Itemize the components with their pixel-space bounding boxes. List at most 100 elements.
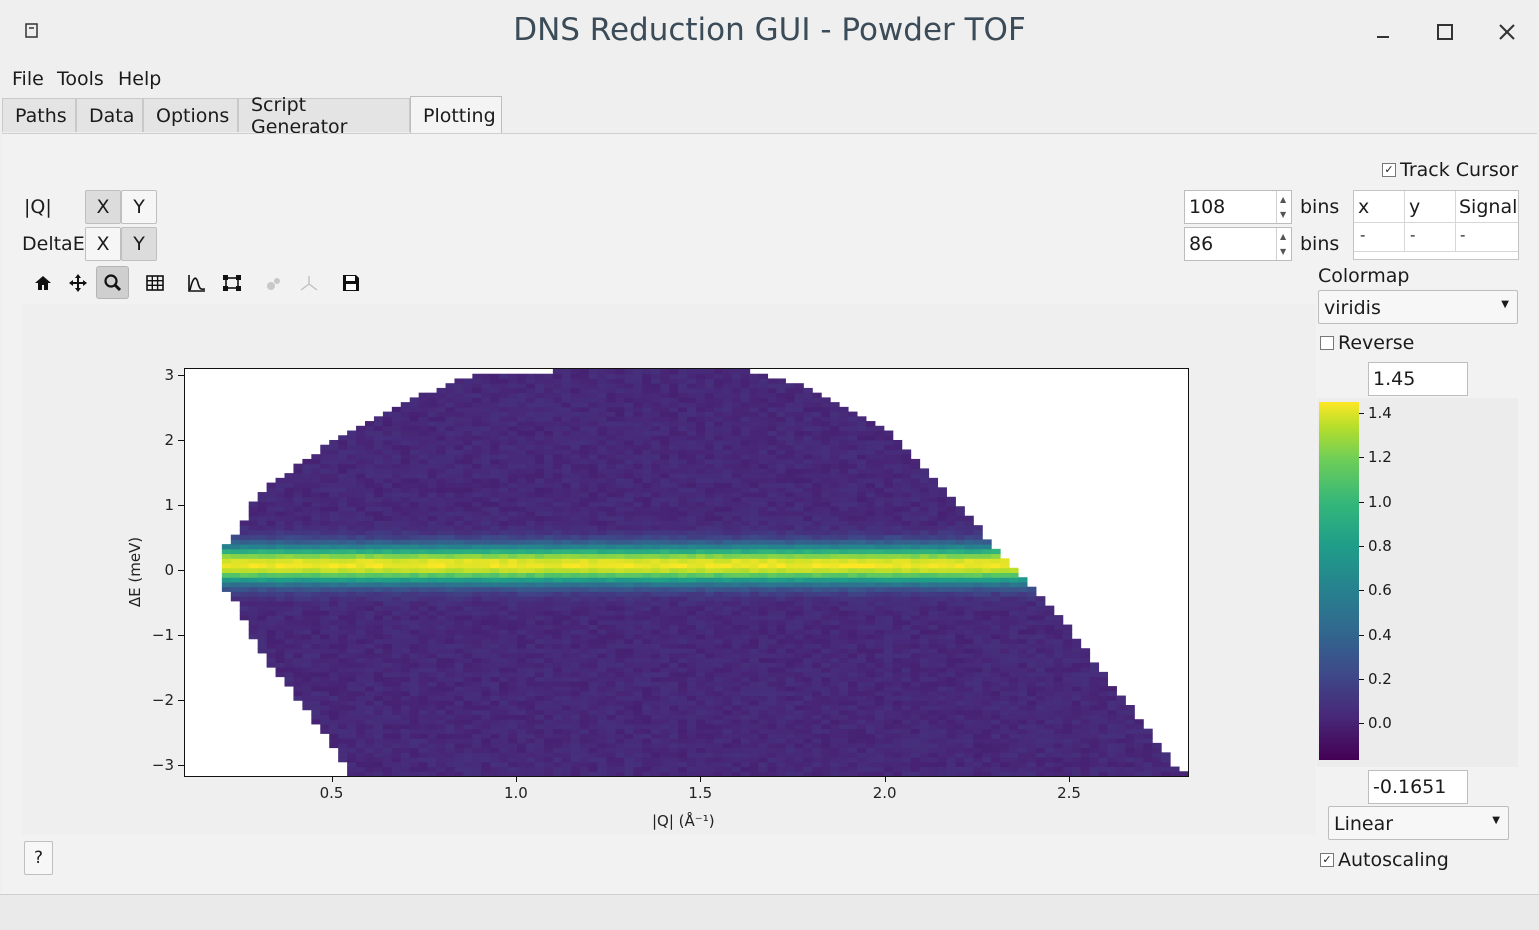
heatmap-cell	[293, 600, 303, 607]
heatmap-cell	[391, 676, 402, 682]
save-icon[interactable]	[336, 268, 366, 298]
menu-file[interactable]: File	[12, 68, 44, 90]
heatmap-cell	[526, 738, 536, 744]
menu-help[interactable]: Help	[118, 68, 162, 90]
heatmap-cell	[320, 700, 330, 706]
heatmap-cell	[588, 402, 599, 408]
heatmap-cell	[552, 425, 563, 432]
cursor-header-x: x	[1358, 196, 1370, 218]
tab-data[interactable]: Data	[76, 98, 143, 132]
grid-icon[interactable]	[140, 268, 170, 298]
minimize-icon[interactable]	[1367, 16, 1399, 48]
q-bins-spinbox[interactable]: 108 ▲ ▼	[1184, 190, 1292, 224]
q-x-button[interactable]: X	[85, 190, 121, 224]
heatmap-cell	[534, 458, 545, 465]
heatmap-cell	[436, 771, 447, 776]
heatmap-cell	[588, 534, 599, 540]
heatmap-cell	[543, 728, 554, 734]
heatmap-cell	[275, 605, 285, 611]
heatmap-cell	[713, 648, 724, 654]
heatmap-cell	[230, 534, 241, 540]
maximize-icon[interactable]	[1429, 16, 1461, 48]
heatmap-cell	[794, 695, 804, 701]
heatmap-cell	[293, 529, 303, 536]
heatmap-cell	[382, 733, 393, 739]
heatmap-cell	[311, 662, 321, 668]
zoom-icon[interactable]	[96, 266, 129, 299]
fit-icon[interactable]	[217, 268, 247, 298]
heatmap-cell	[633, 548, 643, 555]
heatmap-cell	[695, 397, 706, 403]
heatmap-cell	[678, 487, 688, 493]
heatmap-cell	[338, 695, 348, 701]
heatmap-cell	[606, 709, 616, 715]
heatmap-cell	[678, 662, 688, 668]
deltae-y-button[interactable]: Y	[121, 227, 157, 261]
heatmap-cell	[373, 444, 384, 450]
heatmap-cell	[704, 638, 715, 644]
heatmap-cell	[695, 695, 706, 701]
heatmap-cell	[499, 738, 509, 744]
heatmap-cell	[785, 652, 795, 659]
heatmap-cell	[275, 652, 285, 659]
heatmap-cell	[588, 733, 599, 739]
heatmap-cell	[347, 709, 357, 715]
heatmap-cell	[713, 473, 724, 479]
app-menu-icon[interactable]	[24, 22, 40, 40]
menu-tools[interactable]: Tools	[57, 68, 104, 90]
heatmap-cell	[365, 652, 375, 659]
heatmap-axes[interactable]	[184, 368, 1189, 777]
heatmap-cell	[687, 757, 697, 763]
heatmap-cell	[543, 662, 554, 668]
heatmap-cell	[534, 581, 545, 588]
tab-plotting[interactable]: Plotting	[410, 96, 502, 134]
heatmap-cell	[651, 510, 661, 517]
heatmap-cell	[785, 439, 795, 446]
heatmap-cell	[481, 458, 491, 465]
deltae-bins-spinbox[interactable]: 86 ▲ ▼	[1184, 227, 1292, 261]
heatmap-cell	[526, 421, 536, 427]
heatmap-cell	[660, 657, 670, 663]
heatmap-cell	[803, 387, 813, 394]
heatmap-cell	[561, 747, 572, 753]
heatmap-cell	[400, 506, 411, 512]
home-icon[interactable]	[28, 268, 58, 298]
heatmap-cell	[409, 667, 420, 673]
heatmap-cell	[803, 435, 813, 441]
heatmap-cell	[365, 468, 375, 474]
heatmap-cell	[776, 416, 786, 422]
heatmap-cell	[248, 525, 259, 531]
line-plot-icon[interactable]	[182, 268, 212, 298]
heatmap-cell	[785, 563, 795, 569]
heatmap-cell	[651, 558, 661, 564]
tab-script-generator[interactable]: Script Generator	[238, 94, 410, 138]
heatmap-cell	[347, 506, 357, 512]
tab-paths[interactable]: Paths	[2, 98, 76, 132]
heatmap-cell	[669, 681, 679, 687]
tab-options[interactable]: Options	[143, 98, 238, 132]
heatmap-cell	[499, 397, 509, 403]
spin-arrows-icon[interactable]: ▲ ▼	[1276, 191, 1291, 223]
heatmap-cell	[624, 529, 634, 536]
heatmap-cell	[669, 548, 679, 555]
pan-icon[interactable]	[63, 268, 93, 298]
heatmap-cell	[579, 548, 590, 555]
heatmap-cell	[347, 454, 357, 460]
heatmap-cell	[481, 444, 491, 450]
heatmap-cell	[302, 643, 312, 649]
heatmap-cell	[347, 468, 357, 474]
close-icon[interactable]	[1491, 16, 1523, 48]
heatmap-cell	[678, 624, 688, 630]
track-cursor-checkbox[interactable]: ✓	[1382, 163, 1396, 177]
deltae-x-button[interactable]: X	[85, 227, 121, 261]
spin-arrows-icon[interactable]: ▲ ▼	[1276, 228, 1291, 260]
heatmap-cell	[427, 728, 438, 734]
heatmap-cell	[678, 482, 688, 488]
q-y-button[interactable]: Y	[121, 190, 157, 224]
heatmap-cell	[454, 402, 464, 408]
heatmap-cell	[445, 548, 455, 555]
heatmap-cell	[373, 705, 384, 711]
heatmap-cell	[687, 709, 697, 715]
heatmap-cell	[248, 624, 259, 630]
heatmap-cell	[579, 525, 590, 531]
